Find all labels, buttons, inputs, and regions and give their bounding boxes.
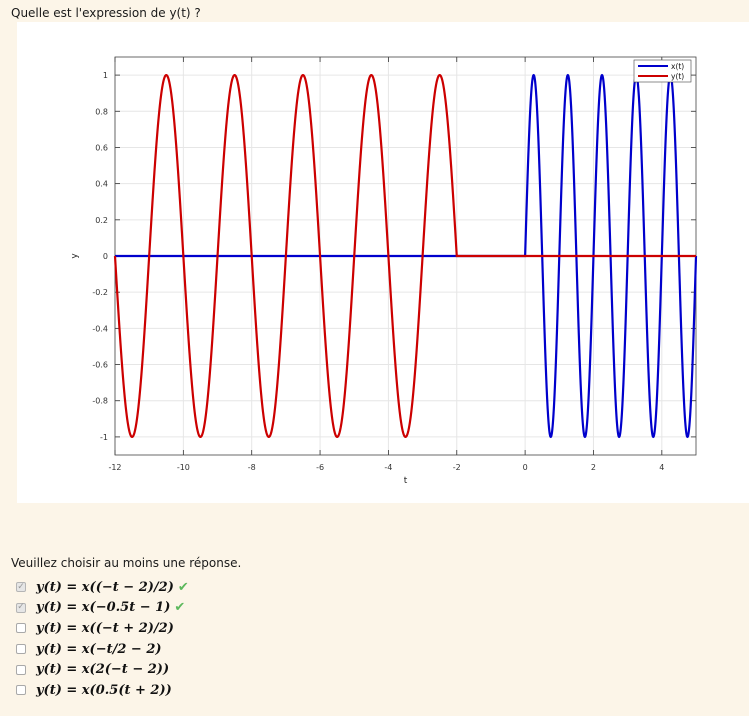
x-tick-label: -6 — [316, 463, 324, 472]
figure-panel: -12 -10 -8 -6 -4 -2 0 2 4 1 0.8 0.6 0.4 0.2 0 -0.2 -0.4 -… — [17, 22, 749, 503]
x-tick-label: -8 — [248, 463, 256, 472]
x-tick-label: 0 — [523, 463, 528, 472]
answer-checkbox[interactable] — [16, 623, 26, 634]
answer-options: ✓ y(t) = x((−t − 2)/2) ✔ ✓ y(t) = x(−0.5… — [16, 577, 189, 701]
x-tick-label: -10 — [177, 463, 190, 472]
answer-option[interactable]: y(t) = x(2(−t − 2)) — [16, 659, 189, 680]
answer-option[interactable]: y(t) = x((−t + 2)/2) — [16, 618, 189, 639]
answer-checkbox[interactable]: ✓ — [16, 602, 26, 613]
answer-checkbox[interactable] — [16, 644, 26, 655]
x-tick-label: -12 — [108, 463, 121, 472]
x-tick-label: 2 — [591, 463, 596, 472]
correct-check-icon: ✔ — [177, 579, 189, 595]
answer-label: y(t) = x(−0.5t − 1) — [36, 600, 171, 616]
x-axis-label: t — [404, 476, 408, 486]
answer-checkbox[interactable] — [16, 685, 26, 696]
y-tick-label: 0.8 — [95, 107, 108, 116]
answer-prompt: Veuillez choisir au moins une réponse. — [11, 556, 242, 570]
y-tick-label: 0.2 — [95, 216, 108, 225]
legend-label: x(t) — [671, 62, 684, 71]
answer-label: y(t) = x(2(−t − 2)) — [36, 662, 170, 678]
y-tick-label: -0.6 — [92, 361, 108, 370]
answer-option[interactable]: ✓ y(t) = x((−t − 2)/2) ✔ — [16, 577, 189, 598]
answer-label: y(t) = x((−t − 2)/2) — [36, 579, 174, 595]
answer-option[interactable]: y(t) = x(−t/2 − 2) — [16, 639, 189, 660]
answer-checkbox[interactable]: ✓ — [16, 581, 26, 593]
y-tick-label: 0.4 — [95, 180, 108, 189]
correct-check-icon: ✔ — [174, 600, 186, 616]
answer-option[interactable]: y(t) = x(0.5(t + 2)) — [16, 680, 189, 701]
legend-label: y(t) — [671, 72, 684, 81]
y-tick-label: -1 — [100, 433, 108, 442]
y-tick-label: -0.4 — [92, 324, 108, 333]
x-tick-label: -2 — [453, 463, 461, 472]
x-tick-label: 4 — [659, 463, 664, 472]
line-chart: -12 -10 -8 -6 -4 -2 0 2 4 1 0.8 0.6 0.4 0.2 0 -0.2 -0.4 -… — [70, 56, 698, 486]
answer-checkbox[interactable] — [16, 664, 26, 675]
series-line-yt — [113, 73, 696, 439]
answer-option[interactable]: ✓ y(t) = x(−0.5t − 1) ✔ — [16, 598, 189, 619]
answer-label: y(t) = x(−t/2 − 2) — [36, 641, 162, 657]
answer-label: y(t) = x((−t + 2)/2) — [36, 620, 174, 636]
answer-label: y(t) = x(0.5(t + 2)) — [36, 682, 172, 698]
question-text: Quelle est l'expression de y(t) ? — [11, 6, 201, 20]
series-line-xt — [115, 73, 698, 439]
y-tick-label: -0.2 — [92, 288, 108, 297]
y-axis-label: y — [70, 253, 80, 259]
x-tick-label: -4 — [384, 463, 392, 472]
y-tick-label: 1 — [103, 71, 108, 80]
y-tick-label: -0.8 — [92, 397, 108, 406]
y-tick-label: 0 — [103, 252, 108, 261]
y-tick-label: 0.6 — [95, 143, 108, 152]
